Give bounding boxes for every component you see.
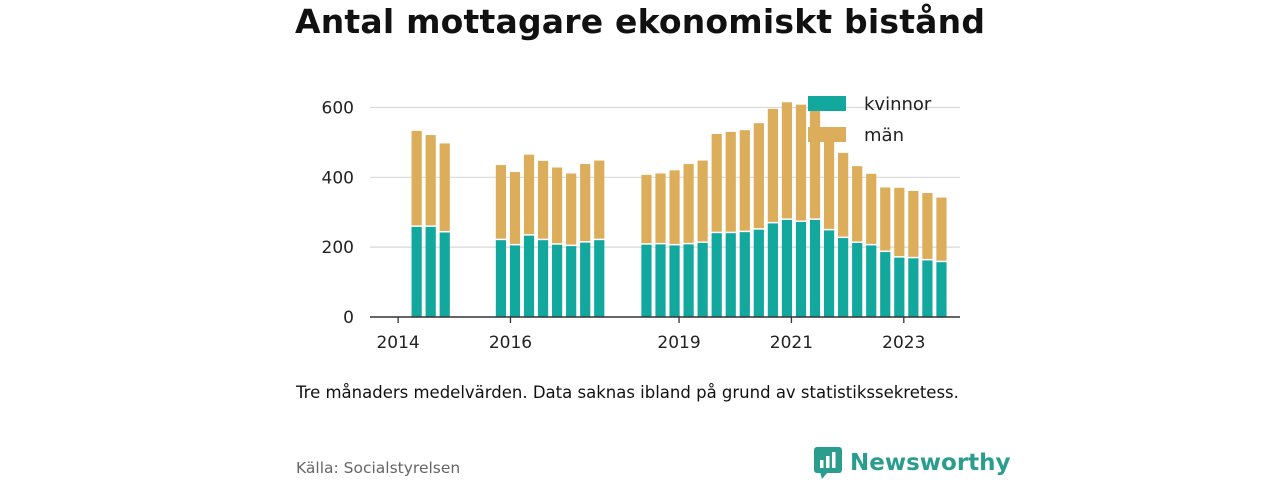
bar-kvinnor [509, 245, 521, 317]
bar-man [753, 123, 764, 229]
bar-kvinnor [936, 262, 947, 317]
bar-kvinnor [894, 257, 905, 317]
chart-note: Tre månaders medelvärden. Data saknas ib… [296, 383, 959, 402]
bar-kvinnor [495, 240, 507, 317]
bar-kvinnor [795, 222, 807, 317]
bar-man [880, 187, 891, 251]
bar-man [523, 154, 535, 235]
bar-kvinnor [655, 244, 666, 317]
bar-man [509, 172, 521, 244]
bar-man [425, 135, 436, 226]
bar-kvinnor [683, 244, 694, 317]
bar-kvinnor [641, 244, 652, 317]
bar-chart-speech-bubble-icon [814, 447, 842, 479]
y-tick-label: 400 [322, 168, 354, 188]
brand-name: Newsworthy [850, 450, 1011, 476]
bar-kvinnor [866, 245, 877, 317]
bar-man [866, 173, 877, 244]
y-tick-label: 0 [343, 308, 354, 328]
legend-man-swatch [808, 127, 846, 142]
bar-man [594, 160, 605, 239]
bar-man [580, 164, 591, 242]
bar-man [655, 173, 666, 243]
bar-man [767, 108, 778, 222]
bar-man [669, 170, 680, 244]
bar-man [537, 160, 549, 239]
source-label: Källa: Socialstyrelsen [296, 459, 461, 477]
bar-kvinnor [753, 229, 764, 317]
legend-kvinnor-label: kvinnor [864, 94, 932, 115]
bar-kvinnor [823, 230, 835, 317]
bar-man [711, 134, 722, 232]
bar-kvinnor [439, 232, 450, 317]
bar-kvinnor [425, 226, 436, 317]
bar-man [683, 164, 694, 243]
x-tick-label: 2014 [376, 333, 419, 353]
bar-man [495, 165, 507, 239]
x-tick-label: 2021 [770, 333, 813, 353]
y-tick-label: 200 [322, 238, 354, 258]
bar-kvinnor [922, 260, 933, 317]
bar-man [894, 187, 905, 257]
x-tick-label: 2023 [882, 333, 925, 353]
bar-man [781, 102, 793, 219]
x-tick-label: 2016 [489, 333, 532, 353]
bar-man [439, 143, 450, 231]
bar-kvinnor [781, 219, 793, 317]
x-tick-label: 2019 [657, 333, 700, 353]
bar-man [908, 190, 919, 257]
bar-man [809, 104, 821, 219]
bar-kvinnor [537, 240, 549, 317]
bar-man [566, 173, 577, 245]
bar-man [922, 193, 933, 259]
page-title: Antal mottagare ekonomiskt bistånd [295, 2, 986, 41]
bar-man [823, 129, 835, 229]
newsworthy-logo[interactable]: Newsworthy [814, 447, 1011, 479]
bar-man [725, 131, 736, 232]
bar-kvinnor [880, 252, 891, 317]
bar-kvinnor [697, 242, 708, 317]
bar-kvinnor [809, 219, 821, 317]
legend-kvinnor-swatch [808, 96, 846, 111]
bar-man [697, 160, 708, 242]
bar-kvinnor [566, 246, 577, 317]
bar-man [838, 152, 849, 237]
bar-man [795, 104, 807, 221]
bar-kvinnor [552, 244, 563, 317]
bar-kvinnor [725, 233, 736, 317]
bar-kvinnor [411, 226, 422, 317]
bar-man [641, 174, 652, 244]
bar-kvinnor [852, 242, 863, 317]
bar-kvinnor [767, 223, 778, 317]
legend-man-label: män [864, 125, 904, 146]
bar-kvinnor [594, 240, 605, 317]
bar-man [936, 197, 947, 261]
bar-kvinnor [711, 233, 722, 317]
bar-man [852, 166, 863, 242]
bar-kvinnor [739, 232, 750, 317]
bar-kvinnor [523, 235, 535, 317]
bar-kvinnor [908, 258, 919, 317]
bar-kvinnor [838, 238, 849, 317]
y-tick-label: 600 [322, 98, 354, 118]
bar-man [411, 130, 422, 226]
bar-kvinnor [580, 242, 591, 317]
bar-man [739, 130, 750, 231]
bar-kvinnor [669, 245, 680, 317]
bar-man [552, 167, 563, 244]
